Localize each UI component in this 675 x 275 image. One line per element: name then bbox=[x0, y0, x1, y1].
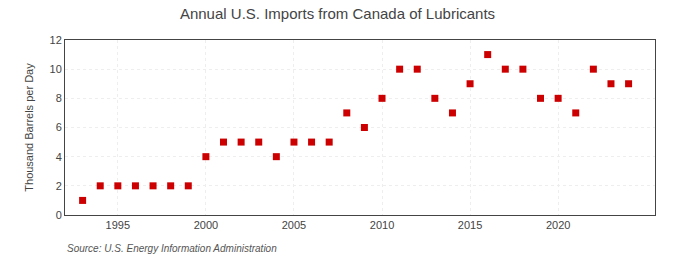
svg-text:2: 2 bbox=[56, 180, 62, 192]
svg-text:0: 0 bbox=[56, 209, 62, 221]
svg-text:1995: 1995 bbox=[106, 219, 130, 231]
svg-text:2000: 2000 bbox=[194, 219, 218, 231]
svg-text:2020: 2020 bbox=[546, 219, 570, 231]
svg-text:Source: U.S. Energy Informatio: Source: U.S. Energy Information Administ… bbox=[67, 243, 277, 254]
svg-text:10: 10 bbox=[50, 63, 62, 75]
svg-text:12: 12 bbox=[50, 34, 62, 46]
svg-text:Thousand Barrels per Day: Thousand Barrels per Day bbox=[23, 63, 35, 192]
svg-text:8: 8 bbox=[56, 92, 62, 104]
svg-text:2010: 2010 bbox=[370, 219, 394, 231]
svg-text:6: 6 bbox=[56, 121, 62, 133]
svg-text:4: 4 bbox=[56, 151, 62, 163]
svg-text:2005: 2005 bbox=[282, 219, 306, 231]
svg-text:Annual U.S. Imports from Canad: Annual U.S. Imports from Canada of Lubri… bbox=[180, 5, 495, 22]
svg-text:2015: 2015 bbox=[458, 219, 482, 231]
